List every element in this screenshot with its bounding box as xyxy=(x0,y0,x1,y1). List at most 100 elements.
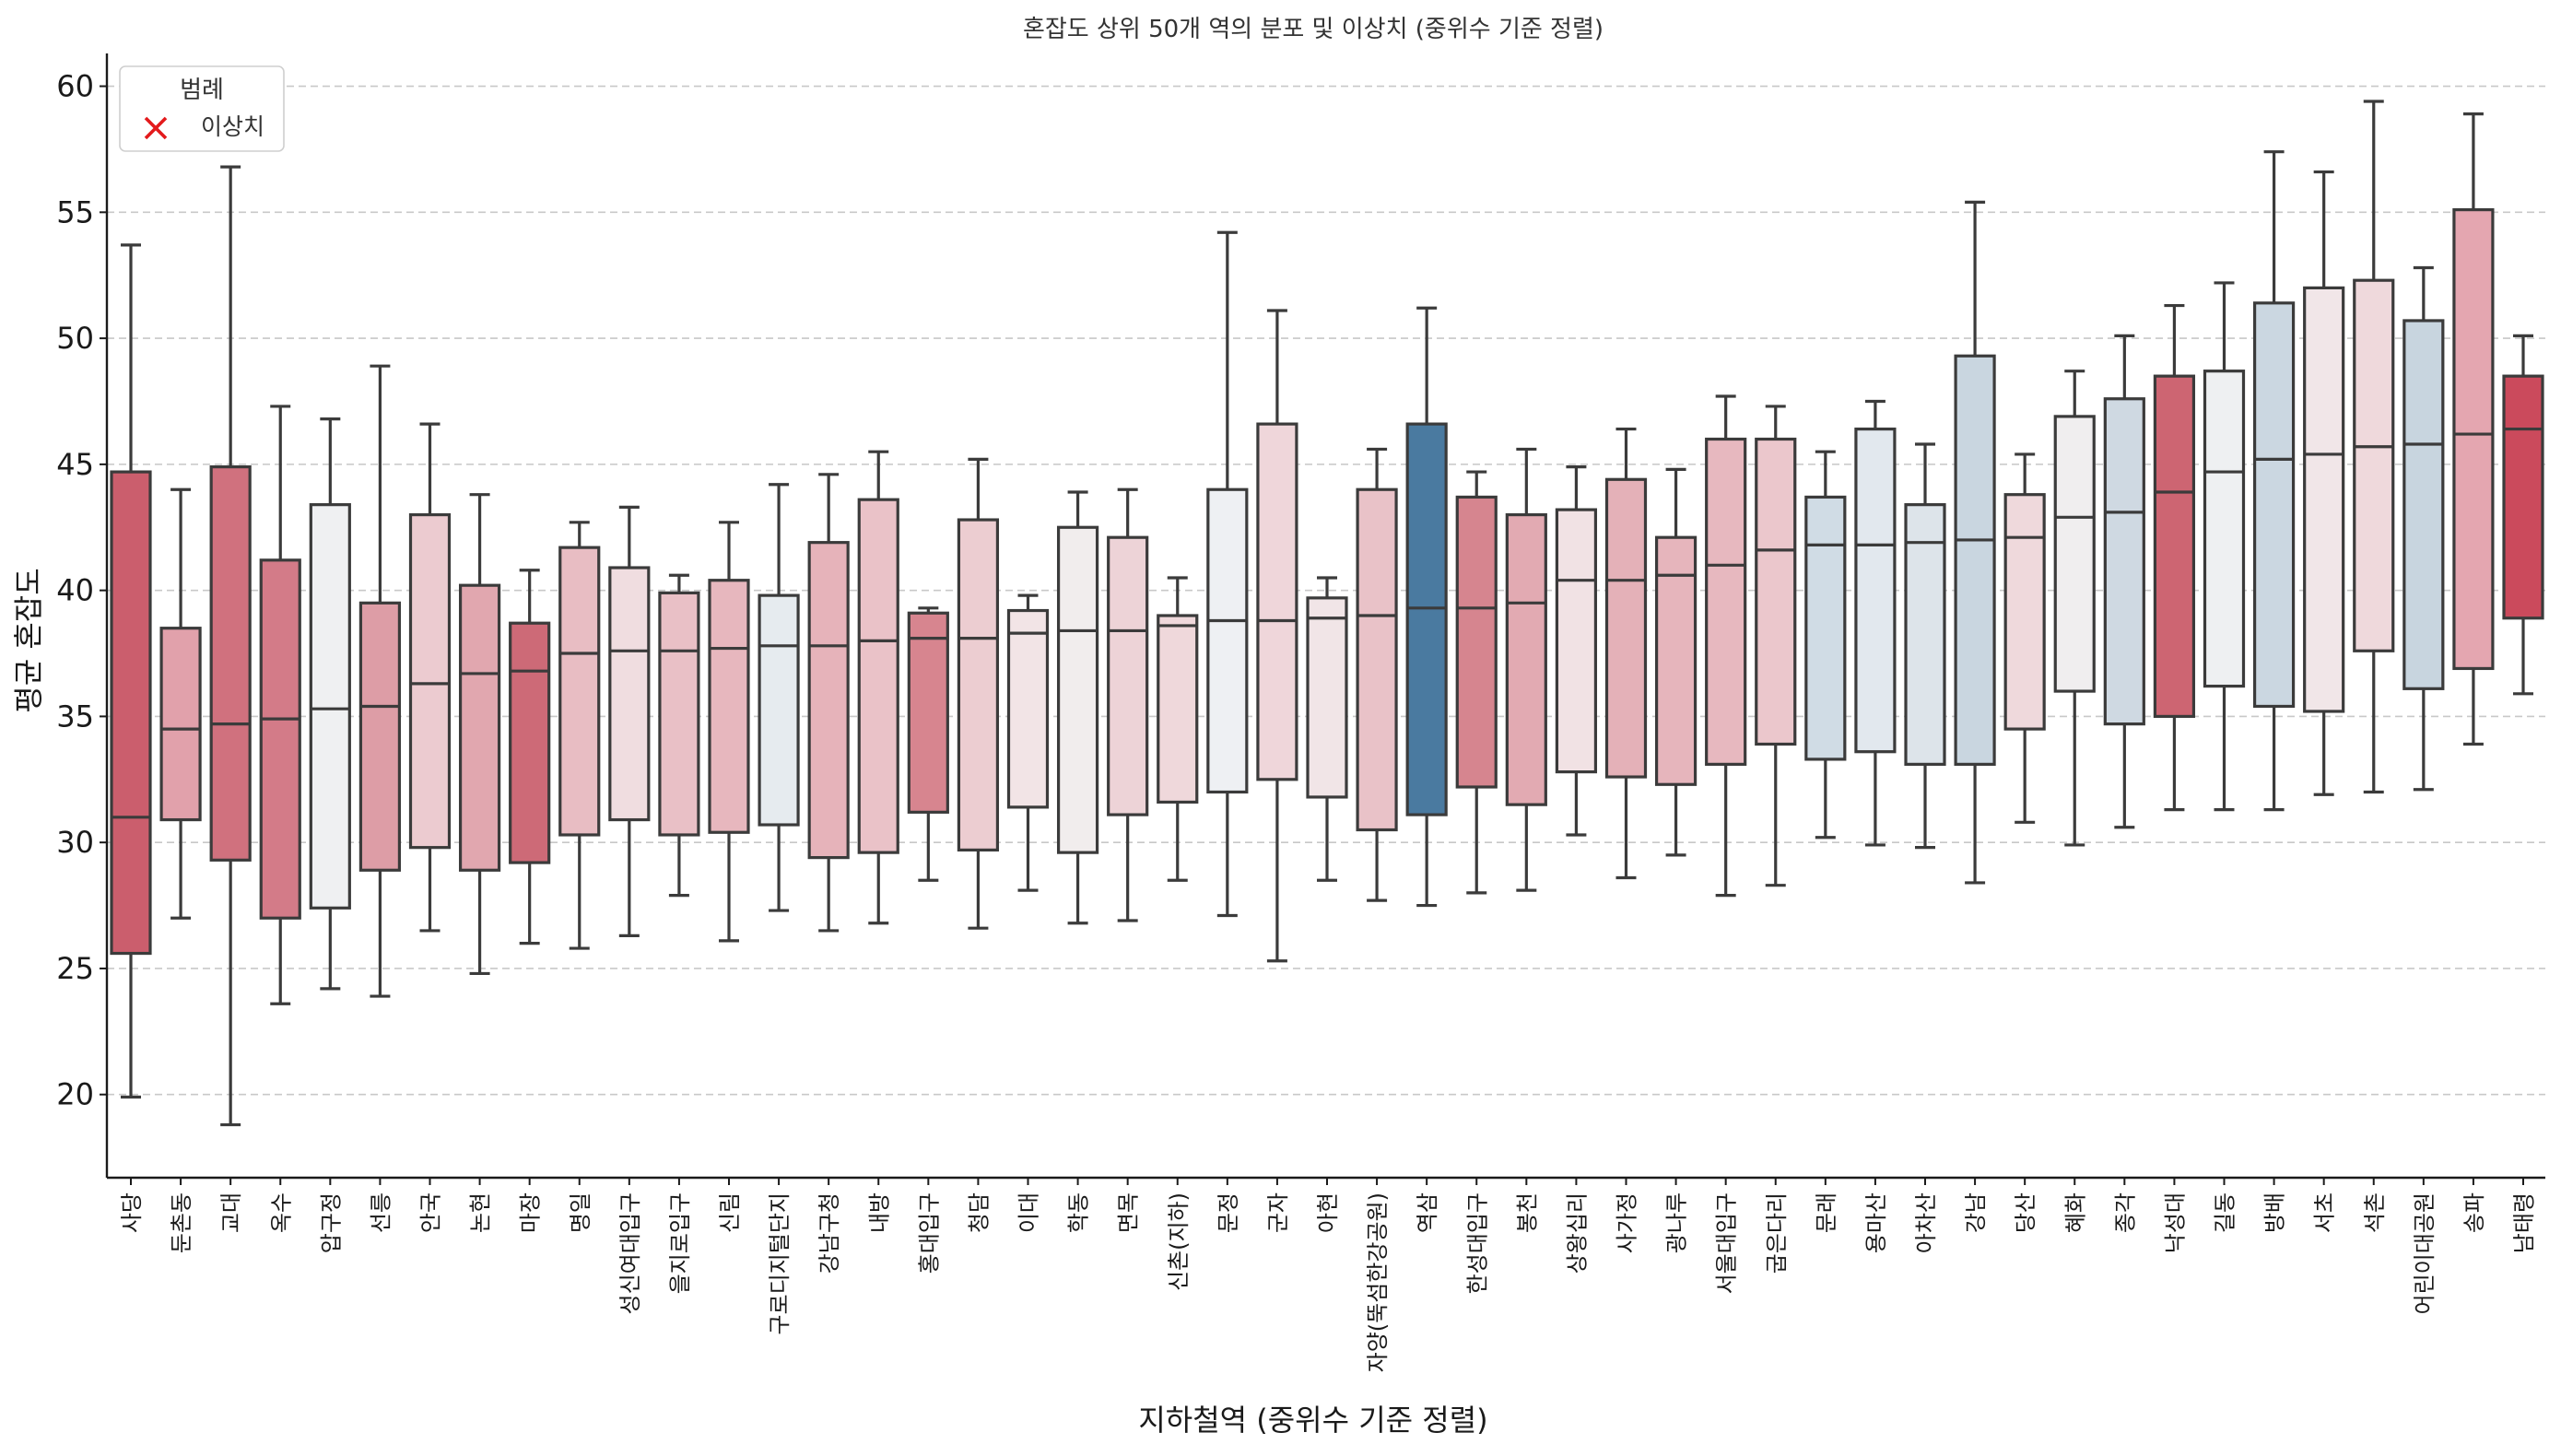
box-종각 xyxy=(2103,334,2145,829)
iqr-box xyxy=(758,593,800,827)
box-당산 xyxy=(2003,452,2046,824)
x-tick-label: 자양(뚝섬한강공원) xyxy=(1365,1192,1391,1372)
box-굽은다리 xyxy=(1755,405,1797,887)
box-한성대입구 xyxy=(1455,470,1498,895)
x-tick-label: 아차산 xyxy=(1913,1192,1939,1253)
x-tick-label: 청담 xyxy=(966,1192,992,1233)
x-tick-label: 군자 xyxy=(1265,1192,1291,1233)
iqr-box xyxy=(1854,427,1897,754)
iqr-box xyxy=(2502,374,2544,620)
box-역삼 xyxy=(1405,306,1448,908)
iqr-box xyxy=(1206,487,1249,794)
x-tick-label: 학동 xyxy=(1066,1192,1092,1233)
iqr-box xyxy=(408,512,452,850)
x-tick-label: 신림 xyxy=(717,1192,743,1233)
iqr-box xyxy=(1954,354,1996,766)
box-내방 xyxy=(857,450,899,925)
box-신촌(지하) xyxy=(1157,576,1199,882)
x-tick-label: 명일 xyxy=(568,1192,593,1233)
y-tick-label: 60 xyxy=(56,69,94,104)
x-tick-label: 굽은다리 xyxy=(1764,1192,1790,1274)
box-이대 xyxy=(1006,593,1050,892)
iqr-box xyxy=(209,465,252,862)
x-tick-label: 강남 xyxy=(1963,1192,1989,1233)
y-tick-label: 20 xyxy=(56,1077,94,1112)
iqr-box xyxy=(2452,207,2495,671)
x-tick-label: 길동 xyxy=(2213,1192,2238,1233)
y-axis-ticks: 20 25 30 35 40 45 50 55 60 xyxy=(56,69,107,1112)
boxplot-series xyxy=(110,100,2544,1127)
x-tick-label: 송파 xyxy=(2461,1192,2487,1233)
box-강남구청 xyxy=(807,473,850,933)
iqr-box xyxy=(1755,437,1797,746)
box-방배 xyxy=(2252,150,2296,812)
x-tick-label: 봉천 xyxy=(1514,1192,1540,1233)
box-혜화 xyxy=(2053,370,2096,847)
box-아현 xyxy=(1306,576,1348,882)
x-tick-label: 성신여대입구 xyxy=(617,1192,643,1314)
box-어린이대공원 xyxy=(2402,265,2445,792)
box-성신여대입구 xyxy=(608,505,651,937)
x-tick-label: 신촌(지하) xyxy=(1166,1192,1192,1291)
iqr-box xyxy=(1157,614,1199,804)
legend: 범례 이상치 xyxy=(119,65,285,152)
x-tick-label: 용마산 xyxy=(1863,1192,1889,1253)
chart-title: 혼잡도 상위 50개 역의 분포 및 이상치 (중위수 기준 정렬) xyxy=(1023,16,1604,43)
x-tick-label: 강남구청 xyxy=(816,1192,842,1274)
iqr-box xyxy=(708,579,750,834)
box-선릉 xyxy=(358,364,402,998)
box-길동 xyxy=(2203,281,2246,812)
x-tick-label: 옥수 xyxy=(268,1192,294,1233)
y-axis-title: 평균 혼잡도 xyxy=(11,568,46,712)
box-옥수 xyxy=(259,405,301,1005)
x-tick-label: 구로디지털단지 xyxy=(767,1192,793,1335)
box-홍대입구 xyxy=(907,606,949,882)
x-tick-label: 이대 xyxy=(1016,1192,1042,1233)
x-tick-label: 선릉 xyxy=(368,1192,394,1233)
box-문래 xyxy=(1804,450,1847,840)
box-강남 xyxy=(1954,200,1996,885)
box-명일 xyxy=(558,521,601,950)
iqr-box xyxy=(1006,608,1050,809)
iqr-box xyxy=(807,541,850,860)
iqr-box xyxy=(2003,493,2046,731)
box-안국 xyxy=(408,422,452,933)
x-tick-label: 서울대입구 xyxy=(1714,1192,1740,1294)
iqr-box xyxy=(2153,374,2196,719)
x-tick-label: 사가정 xyxy=(1615,1192,1640,1253)
y-tick-label: 45 xyxy=(56,447,94,482)
legend-label-outlier: 이상치 xyxy=(201,113,264,140)
box-교대 xyxy=(209,165,252,1127)
box-아차산 xyxy=(1904,442,1946,850)
box-압구정 xyxy=(309,417,351,991)
box-서초 xyxy=(2303,170,2345,796)
iqr-box xyxy=(558,546,601,837)
iqr-box xyxy=(2252,301,2296,709)
x-tick-label: 내방 xyxy=(866,1192,892,1233)
x-tick-label: 교대 xyxy=(218,1192,244,1233)
iqr-box xyxy=(1904,503,1946,766)
y-tick-label: 30 xyxy=(56,825,94,860)
x-axis-title: 지하철역 (중위수 기준 정렬) xyxy=(1138,1403,1487,1438)
x-tick-label: 어린이대공원 xyxy=(2412,1192,2438,1314)
box-면목 xyxy=(1107,487,1149,922)
y-tick-label: 50 xyxy=(56,321,94,356)
x-tick-label: 석촌 xyxy=(2362,1192,2388,1233)
box-학동 xyxy=(1056,490,1099,925)
x-tick-label: 서초 xyxy=(2312,1192,2338,1233)
iqr-box xyxy=(1455,495,1498,789)
iqr-box xyxy=(2053,415,2096,693)
iqr-box xyxy=(2103,397,2145,726)
x-tick-label: 낙성대 xyxy=(2162,1192,2188,1253)
legend-x-marker-icon xyxy=(144,116,168,140)
x-tick-label: 압구정 xyxy=(318,1192,344,1253)
x-tick-label: 마장 xyxy=(518,1192,544,1233)
box-을지로입구 xyxy=(658,573,700,898)
box-봉천 xyxy=(1505,447,1547,892)
iqr-box xyxy=(2203,370,2246,688)
x-tick-label: 한성대입구 xyxy=(1464,1192,1490,1294)
iqr-box xyxy=(907,611,949,814)
box-자양(뚝섬한강공원) xyxy=(1356,447,1398,902)
iqr-box xyxy=(1654,535,1698,786)
